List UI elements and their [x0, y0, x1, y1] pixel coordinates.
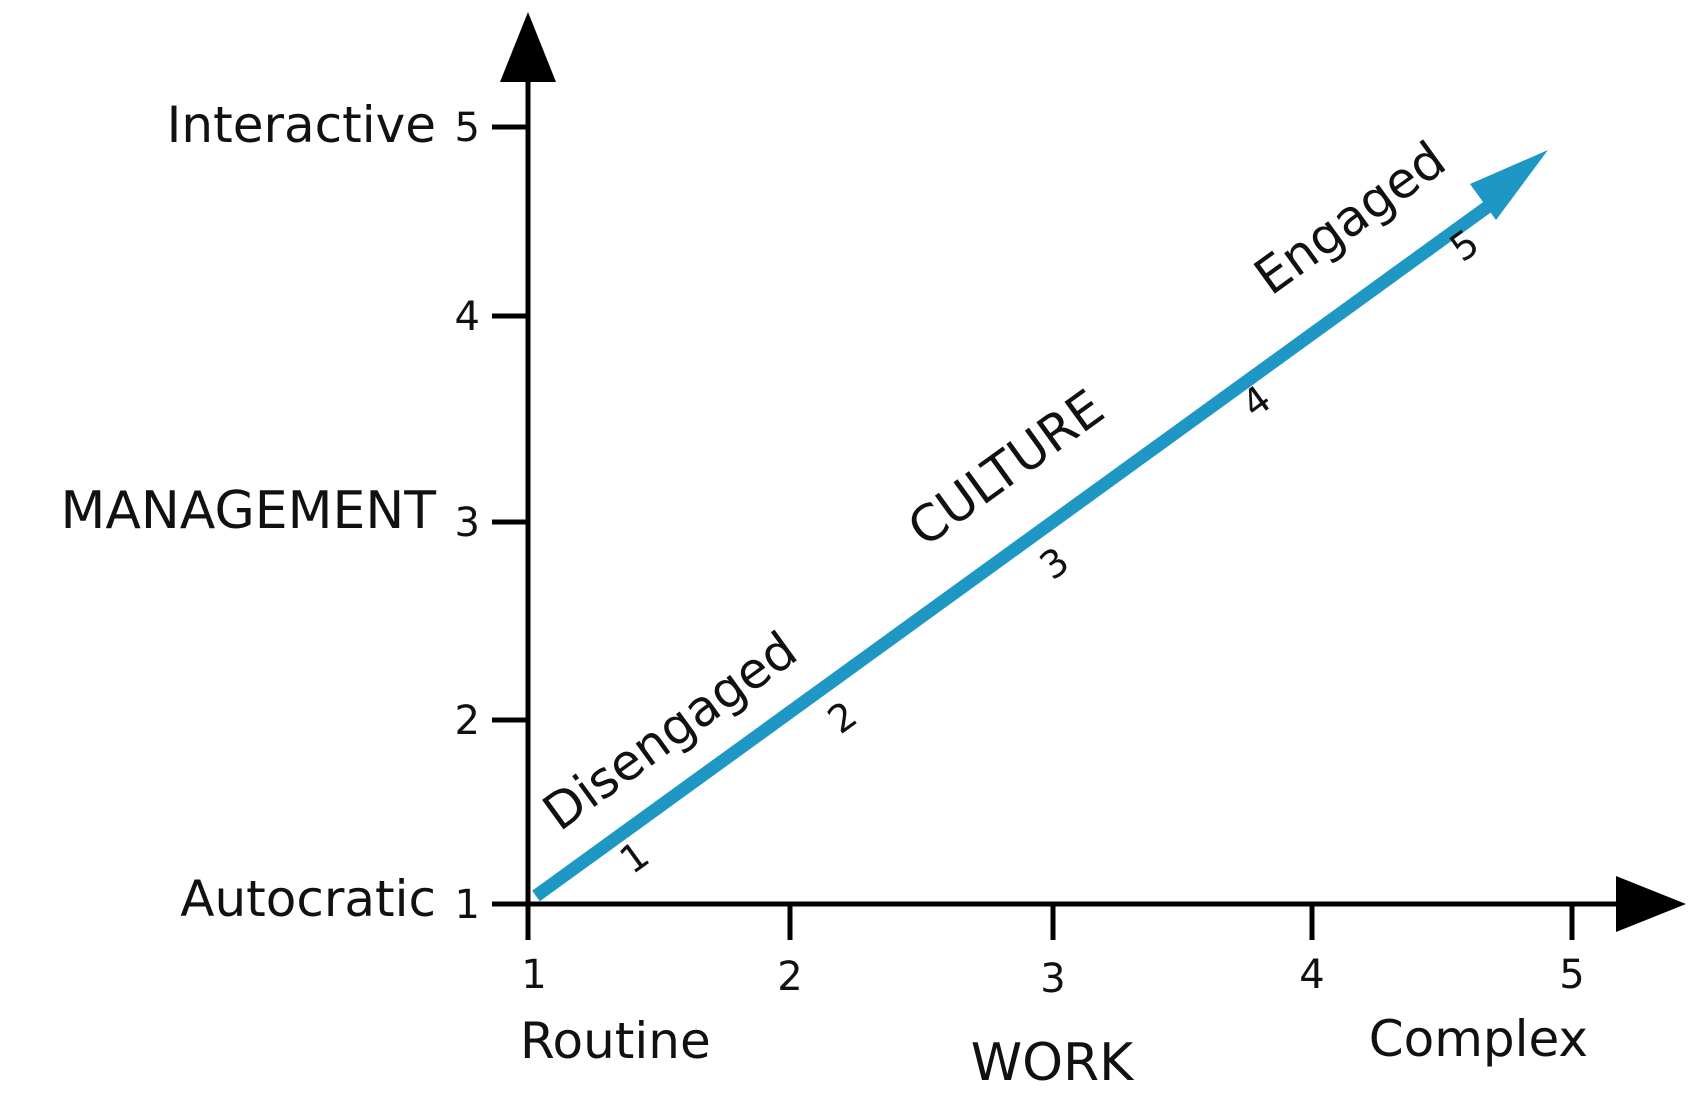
- engaged-label: Engaged: [1244, 130, 1456, 306]
- step-number: 3: [1032, 539, 1077, 589]
- culture-label: CULTURE: [898, 378, 1115, 557]
- x-axis-title: WORK: [971, 1033, 1135, 1090]
- x-tick-label: 3: [1040, 956, 1065, 1002]
- x-axis-low-label: Routine: [520, 1012, 711, 1070]
- y-axis: [500, 12, 556, 912]
- x-tick-label: 2: [777, 954, 802, 1000]
- y-ticks: 1 2 3 4 5: [455, 105, 528, 928]
- culture-arrow: [532, 150, 1548, 902]
- x-axis-high-label: Complex: [1369, 1010, 1588, 1068]
- culture-arrow-head: [1470, 150, 1548, 220]
- y-axis-high-label: Interactive: [167, 96, 436, 154]
- y-axis-low-label: Autocratic: [180, 870, 436, 928]
- y-tick-label: 2: [455, 698, 480, 744]
- x-tick-label: 5: [1559, 952, 1584, 998]
- y-tick-label: 5: [455, 105, 480, 151]
- y-axis-arrowhead: [500, 12, 556, 82]
- x-ticks: 1 2 3 4 5: [521, 904, 1585, 1002]
- y-tick-label: 4: [455, 294, 480, 340]
- y-tick-label: 1: [455, 882, 480, 928]
- x-tick-label: 4: [1299, 952, 1324, 998]
- x-tick-label: 1: [521, 952, 546, 998]
- x-axis: [492, 876, 1686, 932]
- y-axis-title: MANAGEMENT: [60, 481, 436, 541]
- step-number: 2: [820, 693, 865, 743]
- x-axis-arrowhead: [1616, 876, 1686, 932]
- culture-arrow-shaft: [532, 186, 1512, 902]
- y-tick-label: 3: [455, 500, 480, 546]
